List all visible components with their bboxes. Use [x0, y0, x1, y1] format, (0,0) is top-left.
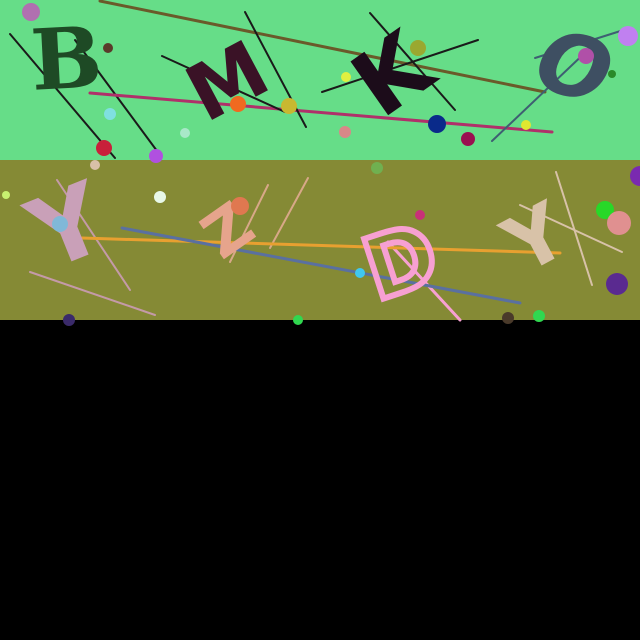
empty-area	[0, 320, 640, 640]
captcha-band-top	[0, 0, 640, 160]
noise-lines-bottom	[29, 171, 623, 322]
noise-dots-top	[22, 3, 638, 170]
noise-dots-bottom	[2, 162, 640, 326]
noise-lines-top	[9, 0, 631, 159]
captcha-char-B: B	[28, 7, 104, 110]
captcha-char-B-label: B	[28, 7, 104, 110]
